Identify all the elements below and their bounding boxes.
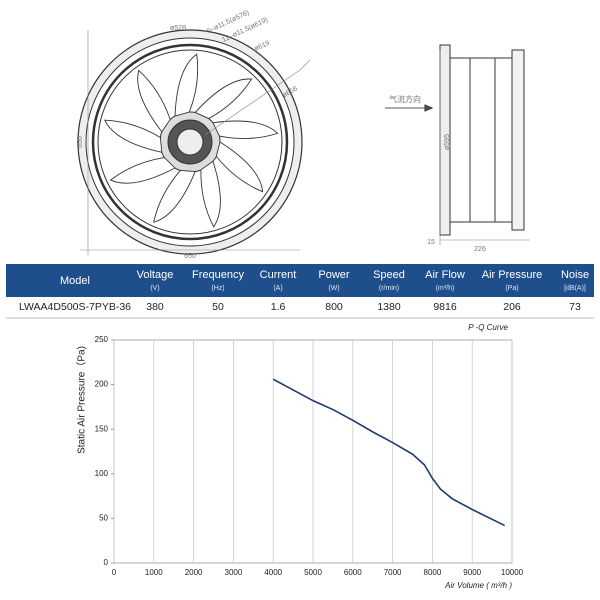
blade bbox=[174, 53, 199, 117]
x-tick-label: 1000 bbox=[145, 568, 163, 577]
y-tick-label: 50 bbox=[99, 514, 108, 523]
x-tick-label: 9000 bbox=[463, 568, 481, 577]
x-tick-label: 10000 bbox=[501, 568, 524, 577]
table-unit: (Hz) bbox=[211, 285, 224, 292]
table-header: Air Pressure bbox=[482, 269, 543, 281]
blade bbox=[153, 169, 196, 223]
table-unit: (V) bbox=[150, 285, 159, 292]
x-tick-label: 4000 bbox=[264, 568, 282, 577]
table-cell: 9816 bbox=[433, 301, 457, 313]
table-unit: [dB(A)] bbox=[564, 285, 586, 292]
table-cell: 380 bbox=[146, 301, 164, 313]
dimension-label: 650 bbox=[184, 253, 196, 260]
y-tick-label: 100 bbox=[95, 469, 109, 478]
blade bbox=[200, 160, 221, 228]
dimension-label: ø528 bbox=[170, 25, 186, 32]
y-tick-label: 0 bbox=[104, 558, 109, 567]
table-header: Voltage bbox=[137, 269, 174, 281]
table-cell: 800 bbox=[325, 301, 343, 313]
table-cell: 73 bbox=[569, 301, 581, 313]
x-tick-label: 7000 bbox=[384, 568, 402, 577]
table-unit: (Pa) bbox=[505, 285, 518, 292]
table-cell: 1380 bbox=[377, 301, 401, 313]
x-axis-label: Air Volume ( m³/h ) bbox=[444, 581, 512, 590]
blade bbox=[212, 120, 279, 139]
table-header: Noise bbox=[561, 269, 589, 281]
y-tick-label: 150 bbox=[95, 424, 109, 433]
table-header: Power bbox=[318, 269, 350, 281]
table-unit: (W) bbox=[328, 285, 339, 292]
y-axis-label: Static Air Pressure（Pa) bbox=[76, 346, 88, 454]
side-view bbox=[385, 44, 530, 245]
x-tick-label: 2000 bbox=[185, 568, 203, 577]
table-cell: 206 bbox=[503, 301, 521, 313]
dimension-label: 650 bbox=[77, 136, 84, 148]
dimension-lines bbox=[80, 30, 311, 255]
table-unit: (m³/h) bbox=[436, 285, 455, 292]
y-tick-label: 200 bbox=[95, 380, 109, 389]
table-unit: (r/min) bbox=[379, 285, 399, 292]
table-header: Air Flow bbox=[425, 269, 465, 281]
dimension-label: 15 bbox=[427, 239, 435, 246]
x-tick-label: 6000 bbox=[344, 568, 362, 577]
table-header: Current bbox=[260, 269, 297, 281]
x-tick-label: 8000 bbox=[424, 568, 442, 577]
dimension-label: 气流方向 bbox=[389, 94, 421, 104]
table-cell: 50 bbox=[212, 301, 224, 313]
dimension-label: ø595 bbox=[444, 134, 451, 150]
dimension-label: ø619 bbox=[253, 40, 271, 53]
chart-title: P -Q Curve bbox=[468, 323, 508, 332]
blade bbox=[194, 78, 253, 120]
table-cell: LWAA4D500S-7PYB-36 bbox=[19, 301, 131, 313]
table-unit: (A) bbox=[273, 285, 282, 292]
blade bbox=[137, 69, 171, 133]
table-header: Model bbox=[60, 275, 90, 287]
table-cell: 1.6 bbox=[271, 301, 286, 313]
blade bbox=[109, 157, 176, 184]
blade bbox=[215, 141, 264, 193]
table-header-bg bbox=[6, 264, 594, 297]
pq-curve bbox=[272, 378, 506, 527]
y-tick-label: 250 bbox=[95, 335, 109, 344]
x-tick-label: 0 bbox=[112, 568, 117, 577]
blades bbox=[104, 53, 279, 228]
table-header: Frequency bbox=[192, 269, 244, 281]
table-header: Speed bbox=[373, 269, 405, 281]
x-tick-label: 5000 bbox=[304, 568, 322, 577]
blade bbox=[104, 119, 163, 153]
dimension-label: 226 bbox=[474, 246, 486, 253]
x-tick-label: 3000 bbox=[225, 568, 243, 577]
